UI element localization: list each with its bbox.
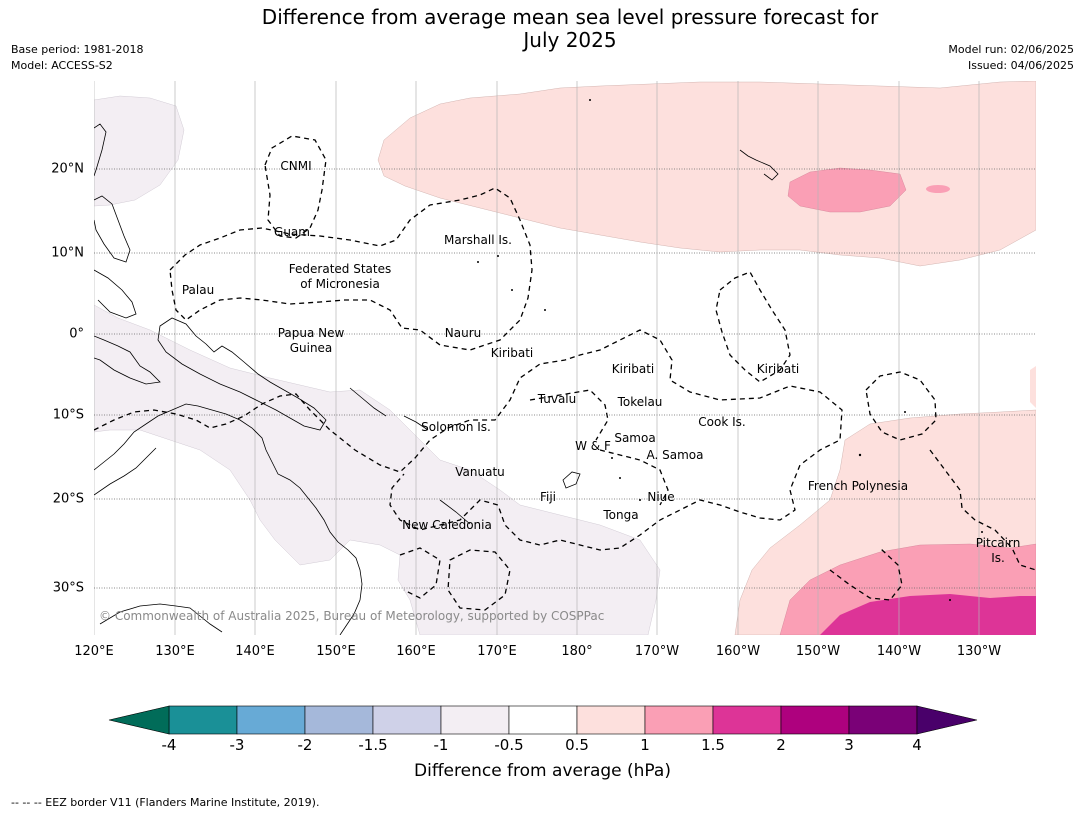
meta-left: Base period: 1981-2018 Model: ACCESS-S2 <box>11 42 143 74</box>
anomaly-positive-edge <box>1030 366 1036 408</box>
colorbar-segment <box>576 705 646 735</box>
copyright-notice: © Commonwealth of Australia 2025, Bureau… <box>99 609 605 623</box>
region-label-wallis-futuna: W & F <box>575 439 611 453</box>
region-label-guam: Guam <box>274 225 310 239</box>
region-label-vanuatu: Vanuatu <box>455 465 505 479</box>
anomaly-positive-north <box>377 81 1036 267</box>
colorbar-segment <box>848 705 918 735</box>
anomaly-negative-field <box>94 95 661 635</box>
region-label-samoa: Samoa <box>614 431 656 445</box>
x-tick-label: 170°E <box>477 644 517 659</box>
region-label-nauru: Nauru <box>444 326 482 340</box>
colorbar-tick-label: -0.5 <box>494 736 524 754</box>
y-tick-label: 10°N <box>51 245 84 261</box>
colorbar-tick-label: 0.5 <box>565 736 589 754</box>
colorbar-label: Difference from average (hPa) <box>414 761 671 781</box>
x-tick-label: 180° <box>561 644 593 659</box>
y-tick-label: 30°S <box>52 580 84 596</box>
region-label-cook-islands: Cook Is. <box>698 415 746 429</box>
region-label-png-1: Papua New <box>277 326 345 340</box>
colorbar-segment <box>168 705 238 735</box>
region-label-CNMI: CNMI <box>280 159 312 173</box>
title-line-2: July 2025 <box>523 28 617 52</box>
x-tick-label: 140°E <box>235 644 275 659</box>
colorbar-tick-label: -1 <box>433 736 449 754</box>
anomaly-positive-southeast-max <box>820 594 1036 635</box>
region-label-micronesia-1: Federated States <box>288 262 392 276</box>
colorbar-low-extend <box>108 705 170 735</box>
y-tick-label: 0° <box>69 326 84 342</box>
map-title: Difference from average mean sea level p… <box>0 6 1085 52</box>
colorbar-tick-label: 4 <box>912 736 922 754</box>
x-tick-label: 160°E <box>396 644 436 659</box>
region-label-kiribati-west: Kiribati <box>490 346 534 360</box>
eez-borders <box>94 135 1036 611</box>
eez-footnote: -- -- -- EEZ border V11 (Flanders Marine… <box>11 796 320 809</box>
x-tick-label: 120°E <box>74 644 114 659</box>
anomaly-small-patch <box>926 185 950 193</box>
colorbar-tick-label: -4 <box>161 736 177 754</box>
colorbar-tick-label: 1.5 <box>701 736 725 754</box>
region-label-tonga: Tonga <box>603 508 639 522</box>
region-label-french-polynesia: French Polynesia <box>807 479 909 493</box>
colorbar-tick-label: -3 <box>229 736 245 754</box>
colorbar-segment <box>644 705 714 735</box>
title-line-1: Difference from average mean sea level p… <box>261 5 879 29</box>
colorbar-tick-label: -2 <box>297 736 313 754</box>
colorbar <box>108 705 978 735</box>
y-tick-label: 20°S <box>52 491 84 507</box>
region-label-tokelau: Tokelau <box>617 395 663 409</box>
x-tick-label: 130°W <box>956 644 1002 659</box>
colorbar-segment <box>236 705 306 735</box>
region-label-solomon-islands: Solomon Is. <box>421 420 491 434</box>
colorbar-segment <box>508 705 578 735</box>
region-label-micronesia-2: of Micronesia <box>300 277 380 291</box>
coastlines <box>94 123 779 635</box>
island-dots <box>477 99 983 601</box>
region-label-new-caledonia: New Caledonia <box>402 518 492 532</box>
region-label-png-2: Guinea <box>289 341 333 355</box>
y-tick-label: 20°N <box>51 161 84 177</box>
region-label-niue: Niue <box>647 490 675 504</box>
colorbar-tick-label: -1.5 <box>358 736 388 754</box>
region-label-palau: Palau <box>181 283 215 297</box>
meta-right: Model run: 02/06/2025 Issued: 04/06/2025 <box>948 42 1074 74</box>
region-label-american-samoa: A. Samoa <box>646 448 704 462</box>
colorbar-segment <box>712 705 782 735</box>
model-run-text: Model run: 02/06/2025 <box>948 43 1074 56</box>
gridlines <box>94 81 1036 635</box>
colorbar-tick-label: 1 <box>640 736 650 754</box>
colorbar-tick-label: 3 <box>844 736 854 754</box>
region-label-kiribati-central: Kiribati <box>611 362 655 376</box>
region-label-pitcairn-2: Is. <box>991 551 1005 565</box>
colorbar-segment <box>304 705 374 735</box>
issued-text: Issued: 04/06/2025 <box>967 59 1074 72</box>
model-text: Model: ACCESS-S2 <box>11 59 113 72</box>
colorbar-high-extend <box>916 705 978 735</box>
region-label-tuvalu: Tuvalu <box>537 392 577 406</box>
region-label-pitcairn-1: Pitcairn <box>975 536 1021 550</box>
colorbar-segment <box>372 705 442 735</box>
colorbar-segment <box>440 705 510 735</box>
colorbar-segment <box>780 705 850 735</box>
region-label-kiribati-east: Kiribati <box>756 362 800 376</box>
y-tick-label: 10°S <box>52 407 84 423</box>
region-label-marshall-islands: Marshall Is. <box>444 233 512 247</box>
x-tick-label: 150°E <box>316 644 356 659</box>
x-tick-label: 130°E <box>155 644 195 659</box>
anomaly-positive-north-core <box>787 167 907 213</box>
colorbar-tick-label: 2 <box>776 736 786 754</box>
x-tick-label: 150°W <box>795 644 841 659</box>
base-period-text: Base period: 1981-2018 <box>11 43 144 56</box>
region-label-fiji: Fiji <box>539 490 557 504</box>
x-tick-label: 170°W <box>634 644 680 659</box>
x-tick-label: 140°W <box>876 644 922 659</box>
x-tick-label: 160°W <box>715 644 761 659</box>
